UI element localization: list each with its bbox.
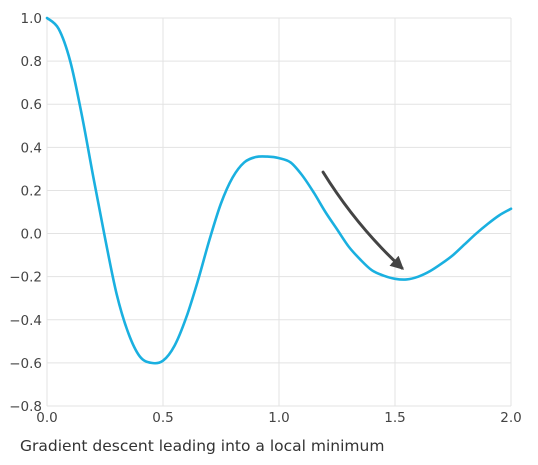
y-tick-label: 0.2	[21, 183, 42, 199]
series-line	[45, 16, 513, 365]
x-tick-label: 1.5	[384, 410, 405, 426]
x-tick-label: 2.0	[500, 410, 521, 426]
y-tick-label: 0.6	[21, 97, 42, 113]
tick-labels: 0.0 0.5 1.0 1.5 2.0 1.0 0.8 0.6 0.4 0.2 0.0 −0.2 −0.…	[9, 11, 522, 426]
x-tick-label: 0.0	[36, 410, 57, 426]
x-tick-label: 0.5	[152, 410, 173, 426]
y-tick-label: 0.0	[21, 227, 42, 243]
y-tick-label: −0.4	[9, 313, 42, 329]
y-tick-label: 1.0	[21, 11, 42, 27]
y-tick-label: −0.2	[9, 270, 42, 286]
grid	[46, 17, 512, 407]
series-group	[45, 16, 513, 365]
x-tick-label: 1.0	[268, 410, 289, 426]
descent-arrow	[321, 170, 404, 270]
y-tick-label: 0.4	[21, 140, 42, 156]
y-tick-label: −0.8	[9, 399, 42, 415]
chart-caption: Gradient descent leading into a local mi…	[20, 437, 385, 455]
y-tick-label: −0.6	[9, 356, 42, 372]
y-tick-label: 0.8	[21, 54, 42, 70]
annotations	[321, 170, 404, 270]
